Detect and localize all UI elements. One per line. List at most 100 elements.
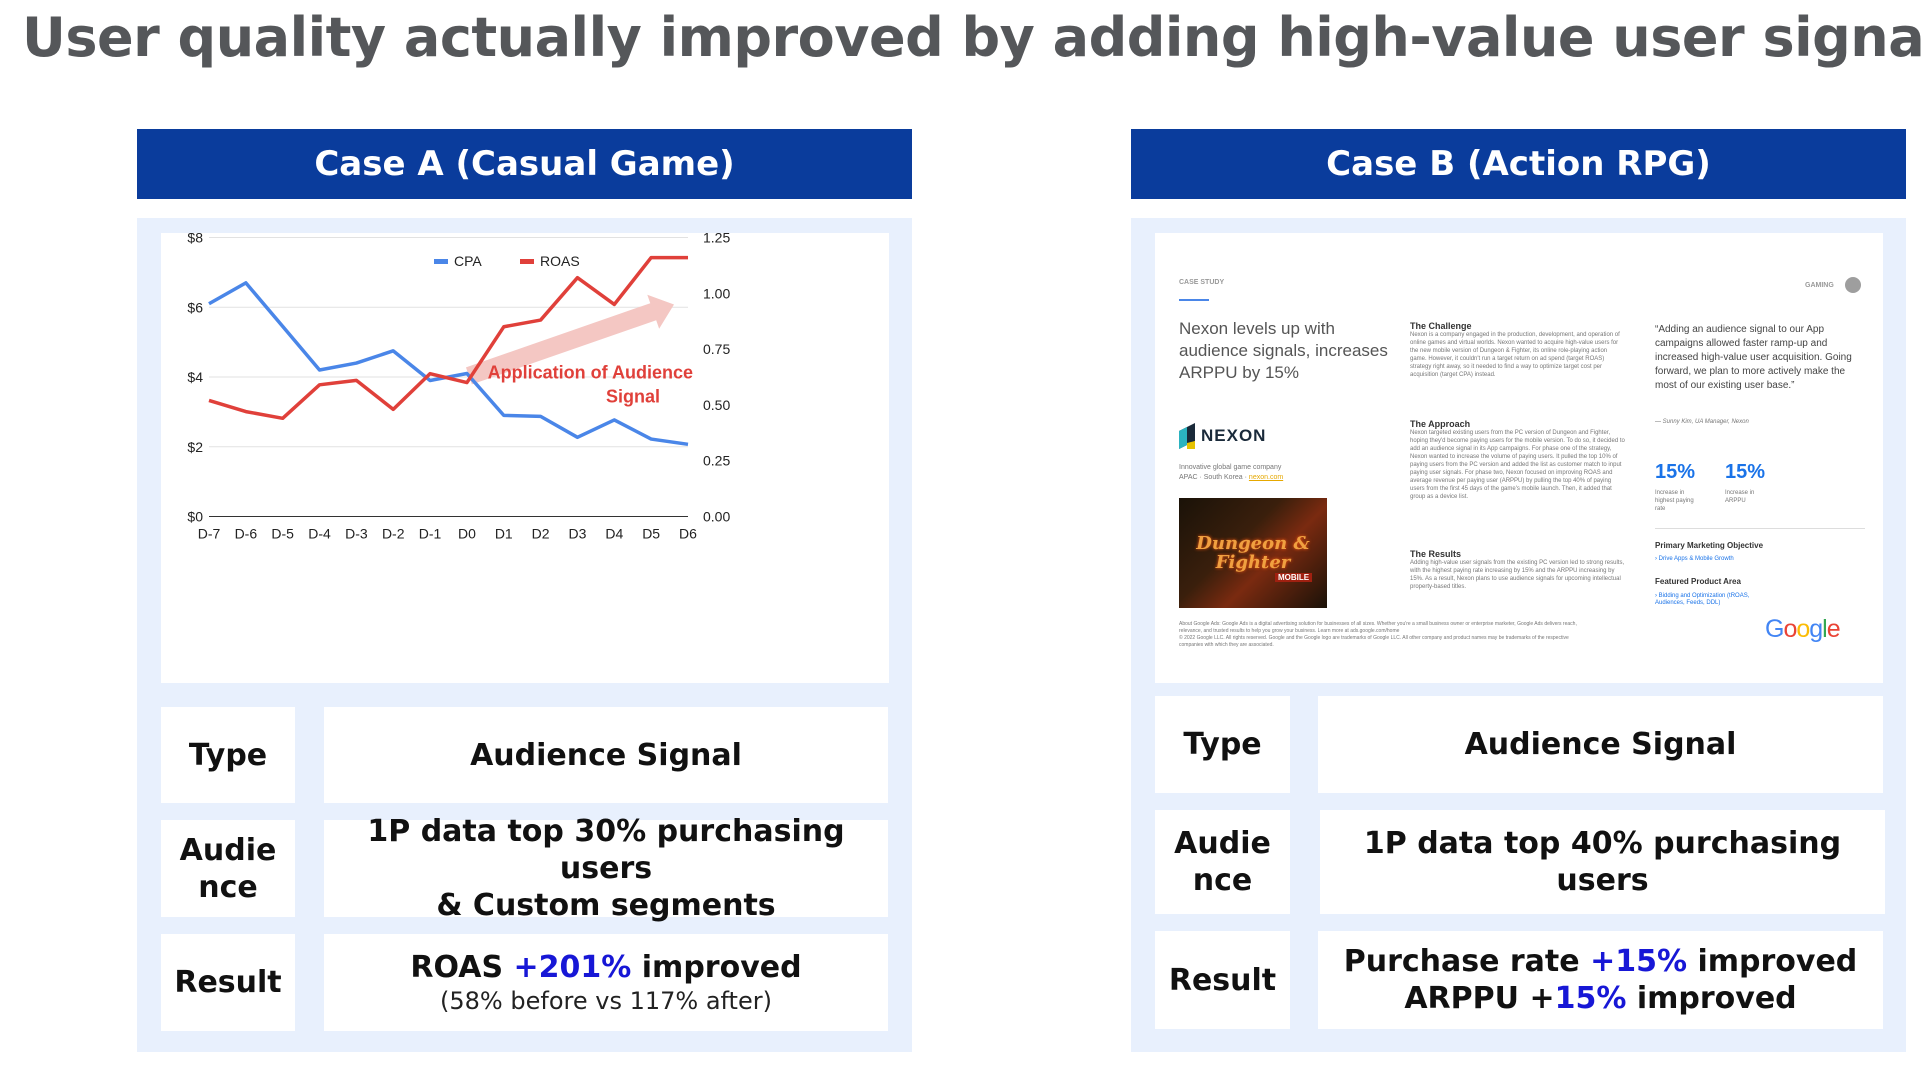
case-study-label: CASE STUDY: [1179, 279, 1225, 286]
x-tick-label: D0: [458, 526, 476, 542]
product-value: › Bidding and Optimization (tROAS, Audie…: [1655, 593, 1750, 606]
case-b-audience-value: 1P data top 40% purchasing users: [1320, 810, 1885, 914]
results-heading: The Results: [1410, 549, 1462, 559]
google-logo: Google: [1765, 615, 1841, 643]
case-a-audience-label-text: Audie nce: [179, 832, 277, 905]
y-right-tick-label: 0.75: [703, 341, 730, 357]
results-section: The Results Adding high-value user signa…: [1410, 549, 1625, 591]
game-logo-text: Dungeon & Fighter: [1196, 533, 1310, 573]
case-b-type-value: Audience Signal: [1318, 696, 1883, 793]
product-value-text: Bidding and Optimization (tROAS, Audienc…: [1655, 593, 1750, 606]
y-right-tick-label: 1.00: [703, 285, 730, 301]
case-a-audience-line2: & Custom segments: [436, 888, 776, 923]
x-tick-label: D-7: [198, 526, 221, 542]
annotation-line1: Application of Audience: [488, 363, 693, 383]
game-logo-sub: MOBILE: [1275, 573, 1313, 582]
objective-heading: Primary Marketing Objective: [1655, 541, 1764, 550]
case-a-result-label: Result: [161, 934, 295, 1031]
case-b-result-l1-prefix: Purchase rate: [1343, 944, 1591, 979]
nexon-mark-icon: [1179, 423, 1195, 449]
nexon-logo-text: NEXON: [1201, 426, 1267, 445]
objective-value-text: Drive Apps & Mobile Growth: [1658, 556, 1734, 562]
legend-swatch-roas: [520, 259, 534, 264]
case-b-result-value: Purchase rate +15% improved ARPPU +15% i…: [1318, 931, 1883, 1029]
annotation-line2: Signal: [606, 387, 660, 407]
x-tick-label: D4: [605, 526, 623, 542]
stat-divider: [1655, 528, 1865, 529]
case-b-result-l2-prefix: ARPPU +: [1404, 981, 1555, 1016]
page-title: User quality actually improved by adding…: [22, 6, 1922, 69]
product-heading: Featured Product Area: [1655, 577, 1741, 586]
legend-label-cpa: CPA: [454, 253, 482, 269]
y-right-tick-label: 1.25: [703, 233, 730, 246]
stat-1-value: 15%: [1655, 461, 1696, 483]
stat-2-value: 15%: [1725, 461, 1766, 483]
case-b-result-line1: Purchase rate +15% improved: [1344, 943, 1858, 980]
y-left-tick-label: $0: [187, 509, 203, 525]
case-a-result-label-text: Result: [174, 965, 282, 1000]
x-tick-label: D6: [679, 526, 697, 542]
case-study-underline: [1179, 299, 1209, 301]
case-a-result-highlight: +201%: [513, 950, 632, 985]
x-tick-label: D1: [495, 526, 513, 542]
customer-quote: “Adding an audience signal to our App ca…: [1655, 324, 1852, 391]
y-left-tick-label: $2: [187, 439, 203, 455]
case-a-result-suffix: improved: [631, 950, 802, 985]
legend-label-roas: ROAS: [540, 253, 580, 269]
case-a-audience-line1: 1P data top 30% purchasing users: [367, 814, 845, 886]
cpa-roas-line-chart: $0 $2 $4 $6 $8 0.00 0.25 0.50 0.75 1.00 1.25 D-7 D-6…: [187, 230, 730, 542]
case-b-result-l2-highlight: 15%: [1554, 981, 1627, 1016]
x-tick-label: D-2: [382, 526, 405, 542]
x-tick-label: D-3: [345, 526, 368, 542]
x-tick-label: D5: [642, 526, 660, 542]
challenge-text: Nexon is a company engaged in the produc…: [1410, 332, 1620, 378]
case-a-type-value: Audience Signal: [324, 707, 888, 803]
x-tick-label: D2: [532, 526, 550, 542]
case-b-result-label-text: Result: [1168, 962, 1277, 998]
stat-2-label: Increase in ARPPU: [1725, 490, 1755, 504]
objective-value: › Drive Apps & Mobile Growth: [1655, 556, 1734, 562]
challenge-section: The Challenge Nexon is a company engaged…: [1410, 321, 1625, 379]
case-a-audience-value: 1P data top 30% purchasing users & Custo…: [324, 814, 888, 923]
company-desc: Innovative global game company: [1179, 464, 1282, 471]
about-google-ads: About Google Ads: Google Ads is a digita…: [1179, 621, 1577, 634]
case-b-result-l2-suffix: improved: [1626, 981, 1797, 1016]
case-a-header: Case A (Casual Game): [137, 129, 912, 199]
case-a-result-main: ROAS +201% improved: [410, 949, 801, 986]
approach-text: Nexon targeted existing users from the P…: [1410, 430, 1625, 500]
case-b-header: Case B (Action RPG): [1131, 129, 1906, 199]
quote-author: — Sunny Kim, UA Manager, Nexon: [1655, 419, 1749, 425]
gaming-label: GAMING: [1805, 282, 1834, 289]
x-tick-label: D3: [569, 526, 587, 542]
x-tick-label: D-6: [235, 526, 258, 542]
case-b-type-value-text: Audience Signal: [1464, 727, 1737, 762]
approach-section: The Approach Nexon targeted existing use…: [1410, 419, 1625, 501]
company-link[interactable]: nexon.com: [1248, 474, 1284, 481]
case-b-audience-value-text: 1P data top 40% purchasing users: [1363, 826, 1842, 898]
y-right-tick-label: 0.50: [703, 397, 730, 413]
case-b-result-l1-suffix: improved: [1687, 944, 1858, 979]
nexon-case-study-card: CASE STUDY GAMING Nexon levels up with a…: [1155, 233, 1883, 683]
case-a-type-label: Type: [161, 707, 295, 803]
case-a-type-label-text: Type: [188, 737, 268, 773]
case-b-type-label: Type: [1155, 696, 1290, 793]
nexon-logo: NEXON: [1179, 423, 1266, 449]
x-tick-label: D-5: [271, 526, 294, 542]
case-b-result-label: Result: [1155, 931, 1290, 1029]
case-b-type-label-text: Type: [1183, 727, 1262, 762]
case-a-result-prefix: ROAS: [410, 950, 514, 985]
case-b-result-l1-highlight: +15%: [1590, 944, 1688, 979]
series-line-roas: [208, 255, 688, 421]
copyright: © 2022 Google LLC. All rights reserved. …: [1179, 635, 1569, 648]
company-region-text: APAC · South Korea ·: [1179, 474, 1247, 481]
results-text: Adding high-value user signals from the …: [1410, 560, 1625, 590]
case-study-headline: Nexon levels up with audience signals, i…: [1179, 319, 1388, 382]
annotation-arrow: [465, 294, 674, 385]
gaming-icon: [1845, 277, 1861, 293]
case-b-audience-label: Audie nce: [1155, 810, 1290, 914]
x-tick-label: D-4: [308, 526, 331, 542]
y-right-tick-label: 0.25: [703, 453, 730, 469]
case-a-type-value-text: Audience Signal: [470, 737, 742, 773]
legend-swatch-cpa: [434, 259, 448, 264]
y-left-tick-label: $4: [187, 369, 203, 385]
